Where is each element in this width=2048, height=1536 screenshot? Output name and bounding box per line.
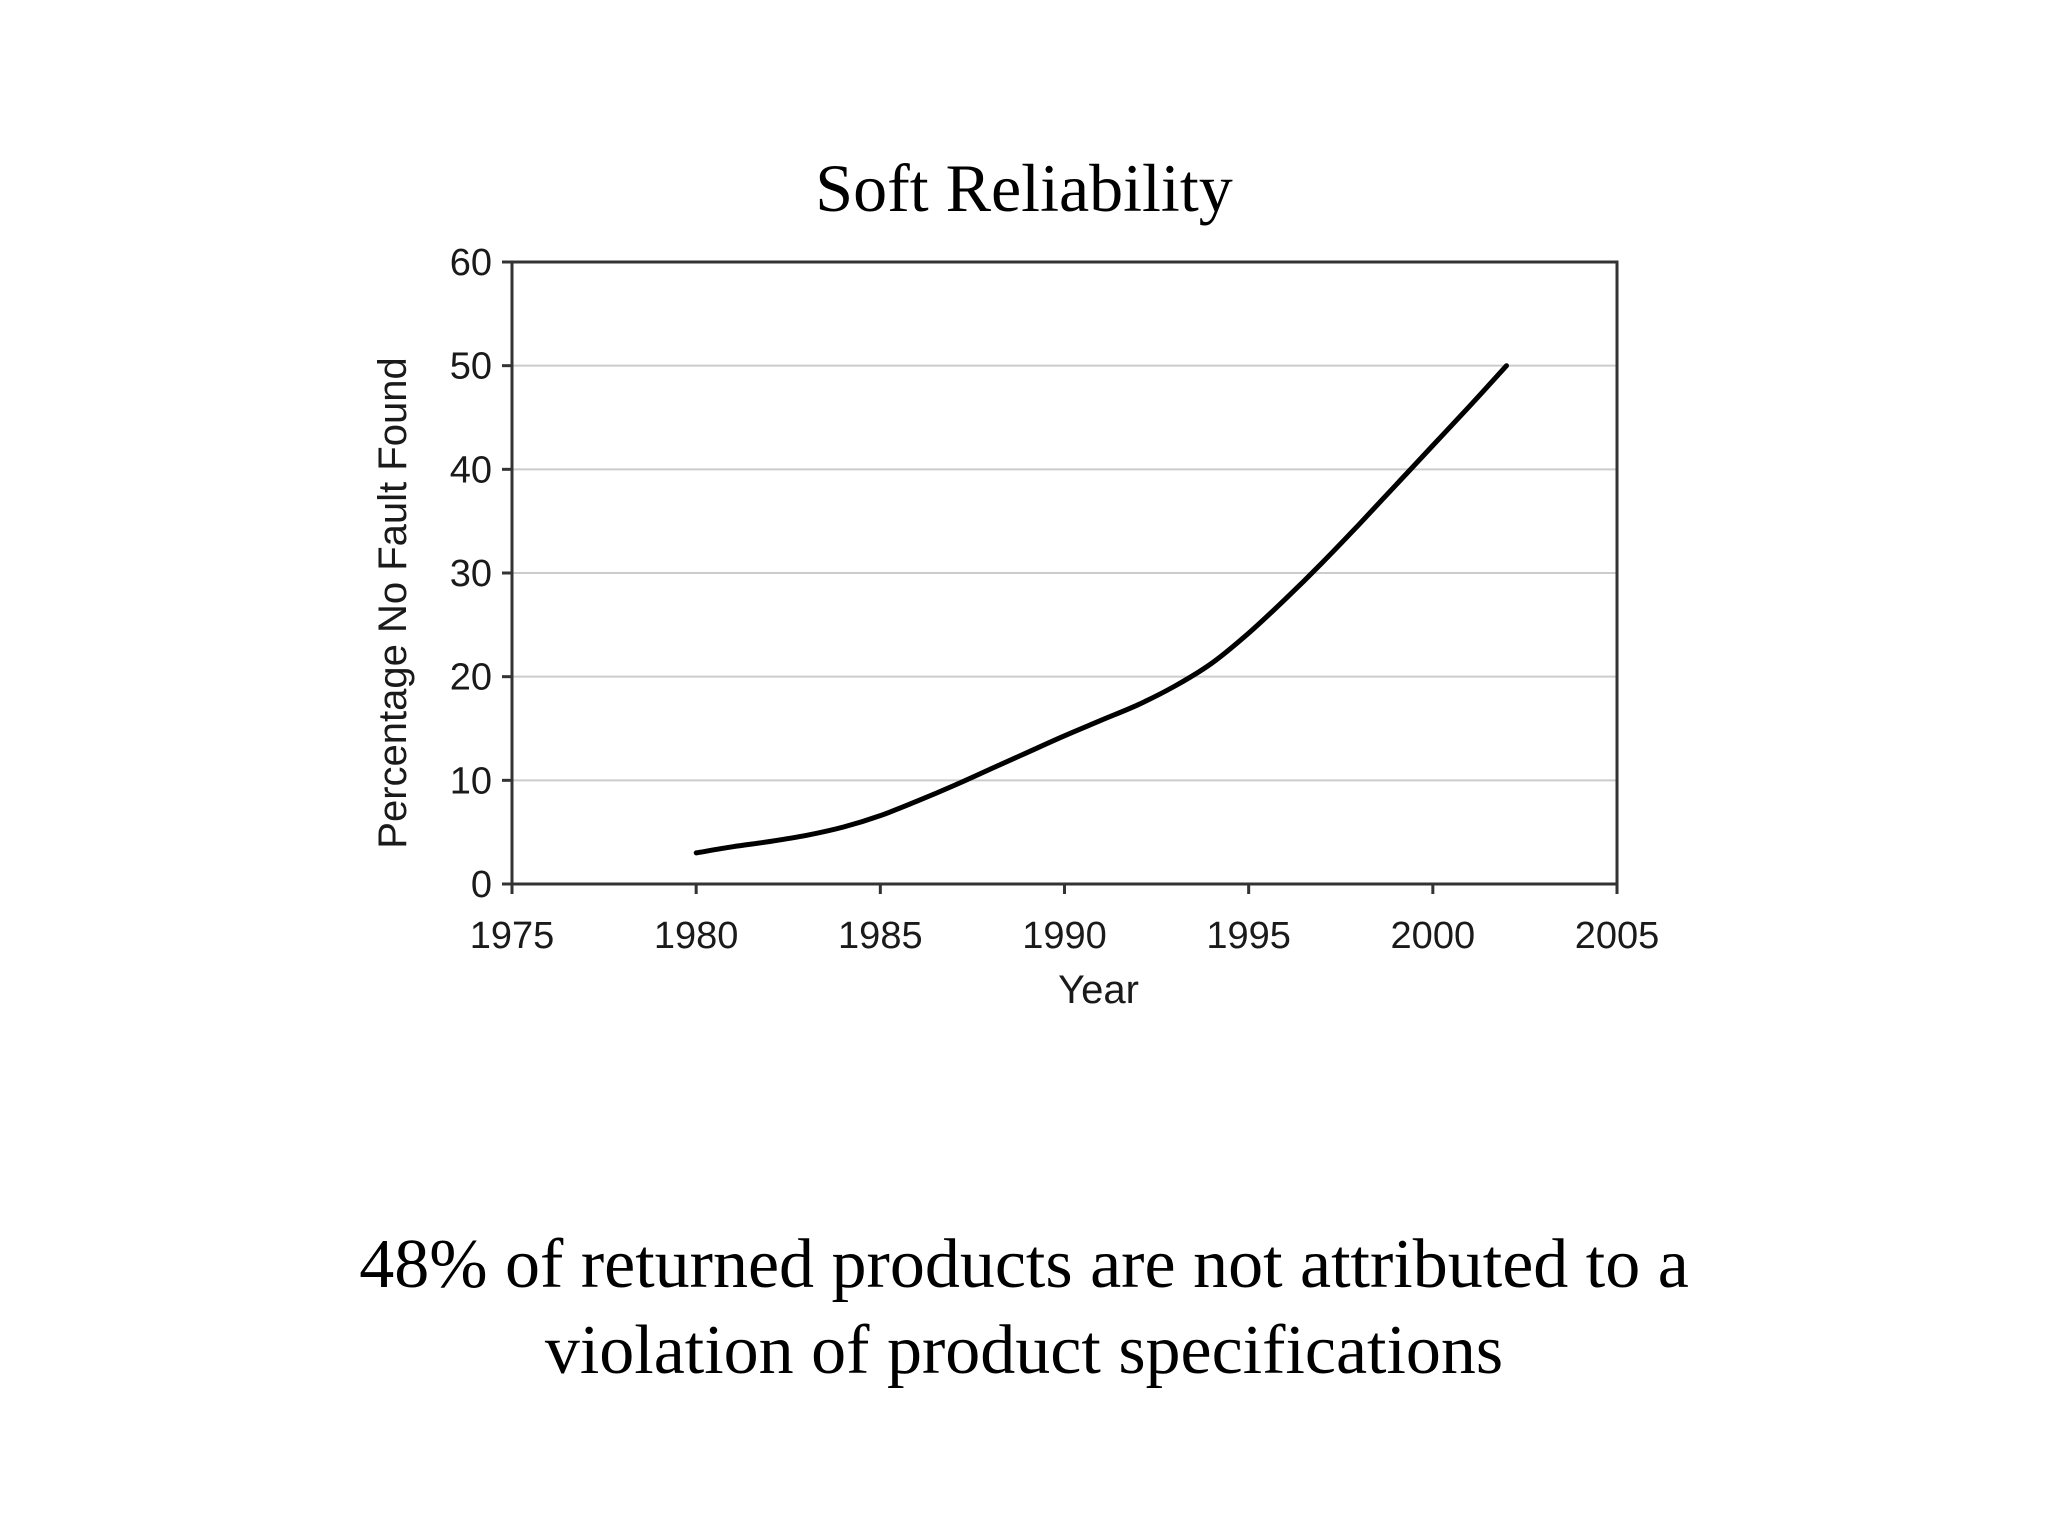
x-tick-label: 1980	[654, 915, 739, 957]
line-chart: 1975 1980 1985 1990 1995 2000 2005 0 10 20 30 40 50…	[371, 242, 1660, 1012]
y-tick-label: 60	[450, 242, 492, 284]
y-tick-label: 50	[450, 346, 492, 388]
x-tick-label: 1975	[470, 915, 555, 957]
x-tick-label: 2005	[1575, 915, 1660, 957]
x-tick-label: 1995	[1206, 915, 1291, 957]
x-tick-label: 1985	[838, 915, 923, 957]
gridlines	[512, 364, 1617, 782]
series-line-0	[693, 363, 1509, 856]
y-tick-label: 20	[450, 657, 492, 699]
x-tick-label: 2000	[1391, 915, 1476, 957]
y-tick-label: 10	[450, 760, 492, 802]
y-tick-label: 40	[450, 449, 492, 491]
x-tick-label: 1990	[1022, 915, 1107, 957]
y-tick-label: 0	[471, 864, 492, 906]
y-tick-label: 30	[450, 553, 492, 595]
series-layer	[693, 363, 1509, 856]
slide-caption: 48% of returned products are not attribu…	[0, 1222, 2048, 1394]
caption-line-1: 48% of returned products are not attribu…	[359, 1226, 1689, 1303]
slide-title: Soft Reliability	[815, 150, 1233, 226]
x-axis-label: Year	[1058, 968, 1139, 1012]
y-axis-ticks: 0 10 20 30 40 50 60	[450, 242, 512, 906]
y-axis-label: Percentage No Fault Found	[371, 357, 415, 848]
caption-line-2: violation of product specifications	[544, 1312, 1504, 1389]
x-axis-ticks: 1975 1980 1985 1990 1995 2000 2005	[470, 884, 1660, 957]
